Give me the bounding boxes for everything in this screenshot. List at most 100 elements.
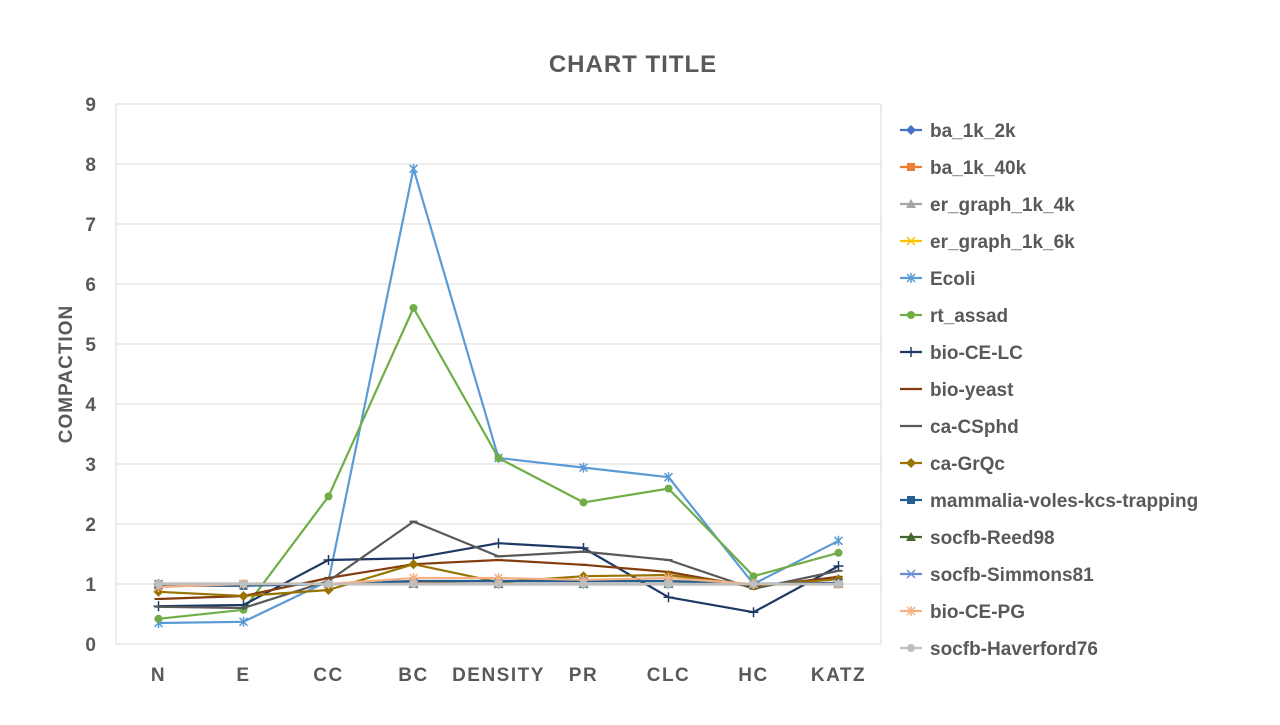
x-tick-label: CC: [313, 665, 343, 686]
data-point: [578, 462, 589, 473]
legend-label: er_graph_1k_6k: [930, 232, 1075, 253]
legend-marker: [906, 236, 916, 246]
legend-item: ca-GrQc: [900, 454, 1005, 475]
legend-item: bio-yeast: [900, 380, 1014, 401]
legend-marker: [906, 347, 916, 357]
legend-item: Ecoli: [900, 269, 975, 290]
legend-label: socfb-Reed98: [930, 528, 1055, 549]
y-tick-label: 3: [85, 455, 96, 476]
legend-item: bio-CE-PG: [900, 602, 1025, 623]
series-line: [158, 167, 839, 625]
data-point: [239, 580, 248, 588]
y-tick-label: 9: [85, 95, 96, 116]
x-tick-label: E: [236, 665, 250, 686]
data-point: [749, 580, 758, 588]
y-tick-label: 1: [85, 575, 96, 596]
legend-item: er_graph_1k_4k: [900, 195, 1075, 216]
y-tick-label: 5: [85, 335, 96, 356]
legend-marker: [906, 569, 916, 579]
data-point: [833, 561, 844, 571]
data-point: [408, 163, 419, 174]
data-point: [833, 535, 844, 546]
legend-item: socfb-Reed98: [900, 528, 1055, 549]
legend-label: er_graph_1k_4k: [930, 195, 1075, 216]
series-line: [158, 306, 839, 620]
legend-label: mammalia-voles-kcs-trapping: [930, 491, 1198, 512]
legend-label: Ecoli: [930, 269, 975, 290]
x-tick-label: PR: [569, 665, 598, 686]
data-point: [664, 580, 673, 588]
legend-marker: [906, 458, 916, 468]
data-point: [748, 607, 759, 618]
legend-item: bio-CE-LC: [900, 343, 1023, 364]
y-axis-ticks: 0 1 2 3 4 5 6 7 8 9: [85, 95, 96, 656]
legend-item: ba_1k_2k: [900, 121, 1016, 142]
legend-marker: [907, 311, 915, 319]
x-tick-label: N: [151, 665, 166, 686]
legend-item: ca-CSphd: [900, 417, 1019, 438]
legend-item: er_graph_1k_6k: [900, 232, 1075, 253]
data-point: [494, 580, 503, 588]
data-point: [663, 592, 674, 603]
data-point: [324, 580, 333, 588]
legend-marker: [906, 199, 916, 208]
y-tick-label: 0: [85, 635, 96, 656]
y-tick-label: 2: [85, 515, 96, 536]
legend-item: socfb-Simmons81: [900, 565, 1094, 586]
data-point: [664, 484, 673, 493]
data-point: [663, 472, 674, 483]
legend-marker: [906, 532, 916, 541]
x-axis-ticks: N E CC BC DENSITY PR CLC HC KATZ: [151, 665, 866, 686]
legend-label: bio-CE-PG: [930, 602, 1025, 623]
legend-item: mammalia-voles-kcs-trapping: [900, 491, 1198, 512]
data-point: [154, 614, 163, 623]
legend-item: rt_assad: [900, 306, 1008, 327]
data-point: [749, 572, 758, 581]
legend-label: socfb-Simmons81: [930, 565, 1094, 586]
legend-label: ca-GrQc: [930, 454, 1005, 475]
x-tick-label: CLC: [647, 665, 691, 686]
y-tick-label: 8: [85, 155, 96, 176]
data-point: [494, 454, 503, 462]
legend-label: ca-CSphd: [930, 417, 1019, 438]
data-point: [408, 559, 419, 570]
x-tick-label: DENSITY: [452, 665, 545, 686]
legend: ba_1k_2k ba_1k_40k er_graph_1k_4k er_graph_…: [900, 121, 1198, 660]
series-lines: [153, 163, 844, 628]
x-tick-label: HC: [738, 665, 768, 686]
legend-label: bio-yeast: [930, 380, 1014, 401]
data-point: [493, 538, 504, 549]
legend-marker: [907, 644, 915, 652]
data-point: [579, 498, 588, 507]
series-5: [154, 304, 843, 623]
y-tick-label: 4: [85, 395, 96, 416]
gridlines: [115, 103, 882, 645]
series-14: [154, 580, 843, 588]
x-tick-label: BC: [398, 665, 428, 686]
x-tick-label: KATZ: [811, 665, 866, 686]
data-point: [154, 580, 163, 588]
legend-item: socfb-Haverford76: [900, 639, 1098, 660]
data-point: [834, 548, 843, 557]
legend-marker: [907, 496, 915, 504]
y-tick-label: 7: [85, 215, 96, 236]
data-point: [323, 555, 334, 565]
legend-label: bio-CE-LC: [930, 343, 1023, 364]
series-8: [154, 520, 843, 610]
y-tick-label: 6: [85, 275, 96, 296]
data-point: [409, 304, 418, 312]
data-point: [324, 492, 333, 501]
y-axis-label: COMPACTION: [56, 305, 77, 443]
legend-label: ba_1k_2k: [930, 121, 1016, 142]
legend-label: socfb-Haverford76: [930, 639, 1098, 660]
series-4: [153, 163, 844, 628]
legend-item: ba_1k_40k: [900, 158, 1027, 179]
legend-label: ba_1k_40k: [930, 158, 1027, 179]
data-point: [238, 591, 249, 601]
legend-marker: [907, 163, 915, 171]
data-point: [238, 616, 249, 627]
legend-marker: [906, 606, 916, 616]
data-point: [834, 580, 843, 588]
